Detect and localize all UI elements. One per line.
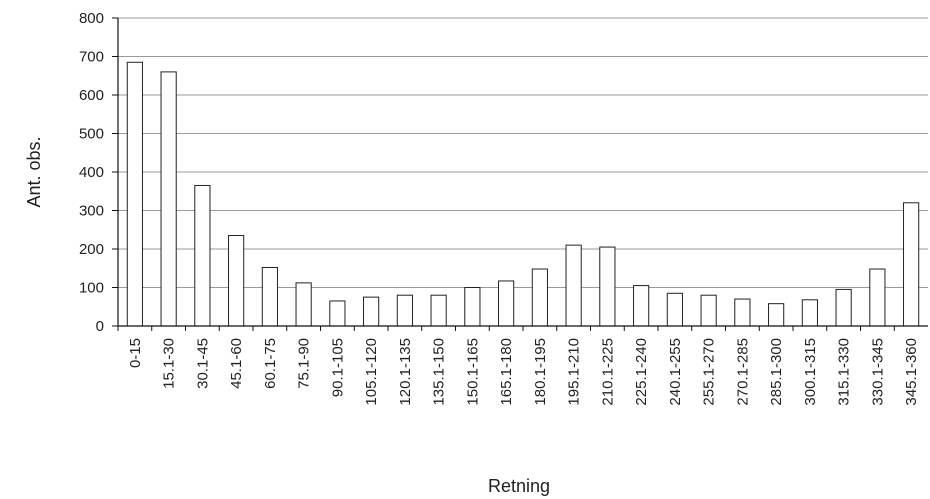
x-tick-label: 120.1-135 — [397, 338, 414, 406]
x-tick-label: 90.1-105 — [329, 338, 346, 397]
y-tick-label: 200 — [79, 241, 104, 258]
bar — [531, 268, 548, 327]
x-axis-label: Retning — [488, 476, 550, 496]
bar — [396, 294, 413, 327]
bar — [464, 287, 481, 327]
bar — [295, 282, 312, 327]
bar — [228, 235, 245, 327]
x-tick-label: 330.1-345 — [869, 338, 886, 406]
gridlines — [118, 17, 928, 288]
bar — [329, 300, 346, 327]
bars — [126, 61, 920, 327]
x-tick-label: 135.1-150 — [431, 338, 448, 406]
y-tick-label: 100 — [79, 280, 104, 297]
x-tick-label: 150.1-165 — [464, 338, 481, 406]
y-tick-label: 800 — [79, 10, 104, 27]
bar — [666, 292, 683, 327]
bar — [430, 294, 447, 327]
bar — [261, 266, 278, 327]
y-tick-label: 0 — [96, 318, 104, 335]
bar — [801, 299, 818, 327]
x-tick-label: 75.1-90 — [296, 338, 313, 389]
bar — [160, 71, 177, 327]
bar — [633, 285, 650, 327]
bar — [363, 296, 380, 327]
bar — [734, 298, 751, 327]
x-tick-label: 165.1-180 — [498, 338, 515, 406]
x-tick-label: 30.1-45 — [194, 338, 211, 389]
y-tick-label: 700 — [79, 49, 104, 66]
y-axis-label: Ant. obs. — [24, 136, 44, 207]
x-tick-label: 345.1-360 — [903, 338, 920, 406]
x-tick-label: 0-15 — [127, 338, 144, 368]
bar — [869, 268, 886, 327]
y-tick-label: 300 — [79, 203, 104, 220]
bar — [126, 61, 143, 327]
x-tick-label: 15.1-30 — [161, 338, 178, 389]
bar — [194, 184, 211, 327]
y-tick-label: 500 — [79, 126, 104, 143]
x-tick-label: 255.1-270 — [701, 338, 718, 406]
x-tick-label: 240.1-255 — [667, 338, 684, 406]
x-tick-labels: 0-15 15.1-30 30.1-45 45.1-60 60.1-75 75.1-90 9… — [127, 338, 920, 406]
y-tick-label: 400 — [79, 164, 104, 181]
x-tick-label: 300.1-315 — [802, 338, 819, 406]
x-tick-label: 270.1-285 — [734, 338, 751, 406]
bar — [498, 280, 515, 327]
y-tick-label: 600 — [79, 87, 104, 104]
bar — [903, 202, 920, 327]
x-tick-label: 45.1-60 — [228, 338, 245, 389]
x-tick-label: 180.1-195 — [532, 338, 549, 406]
x-tick-label: 315.1-330 — [836, 338, 853, 406]
y-tick-labels: 0 100 200 300 400 500 600 700 800 — [79, 10, 104, 335]
x-tick-label: 285.1-300 — [768, 338, 785, 406]
bar — [835, 288, 852, 327]
bar — [768, 303, 785, 327]
x-tick-label: 210.1-225 — [599, 338, 616, 406]
x-tick-label: 60.1-75 — [262, 338, 279, 389]
bar — [565, 244, 582, 327]
bar — [599, 246, 616, 327]
axes — [112, 17, 928, 331]
bar — [700, 294, 717, 327]
x-tick-label: 225.1-240 — [633, 338, 650, 406]
x-tick-label: 195.1-210 — [566, 338, 583, 406]
x-tick-label: 105.1-120 — [363, 338, 380, 406]
